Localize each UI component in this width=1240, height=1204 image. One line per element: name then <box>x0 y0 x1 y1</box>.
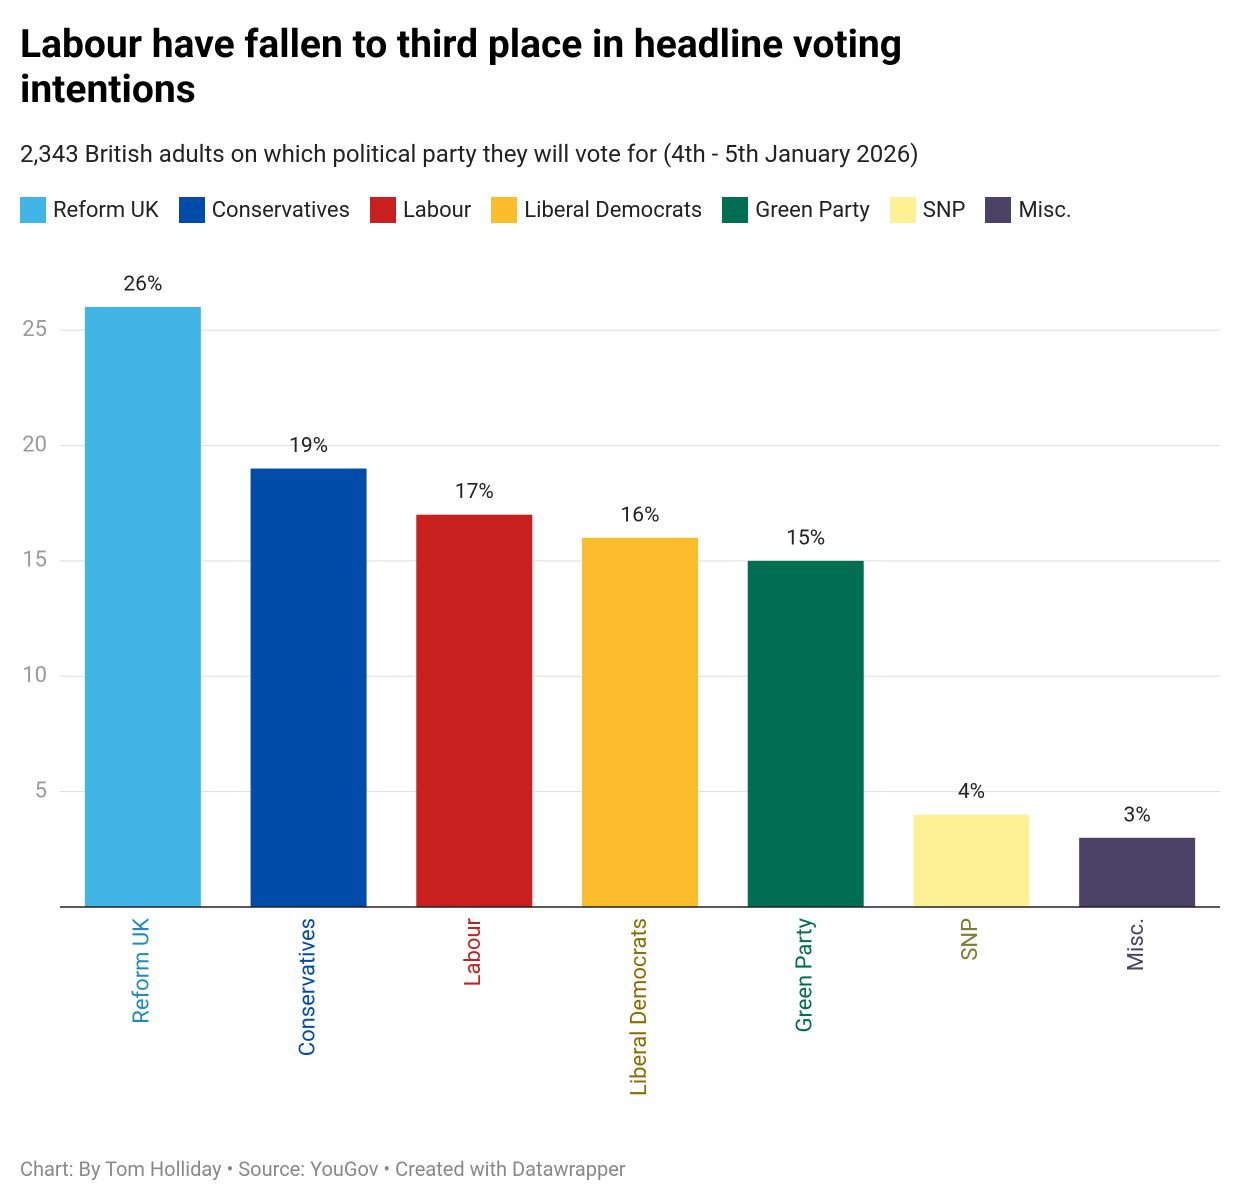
legend-label: Conservatives <box>211 197 350 223</box>
legend-swatch <box>491 197 518 223</box>
bar <box>913 814 1030 907</box>
bar <box>747 560 864 907</box>
value-label: 16% <box>621 503 660 527</box>
legend-label: Reform UK <box>53 197 159 223</box>
legend-item: Labour <box>369 197 472 223</box>
legend-item: Green Party <box>722 197 870 223</box>
legend-label: Labour <box>402 197 472 223</box>
bar <box>416 514 533 907</box>
x-tick-label: Green Party <box>793 917 818 1032</box>
legend-item: Liberal Democrats <box>491 197 702 223</box>
legend-label: Misc. <box>1018 197 1072 223</box>
y-tick-label: 25 <box>22 317 47 342</box>
legend-item: SNP <box>889 197 966 223</box>
bar <box>1079 837 1196 907</box>
bar <box>582 537 698 907</box>
legend-label: Liberal Democrats <box>524 197 703 223</box>
legend: Reform UK Conservatives Labour Liberal Demo… <box>20 197 1072 223</box>
legend-label: Green Party <box>755 197 870 223</box>
legend-swatch <box>889 197 916 223</box>
y-tick-label: 15 <box>22 548 47 573</box>
x-tick-label: Reform UK <box>130 918 155 1024</box>
footer: Chart: By Tom Holliday • Source: YouGov … <box>20 1157 626 1181</box>
legend-label: SNP <box>922 197 966 223</box>
value-label: 26% <box>123 273 162 297</box>
x-tick-label: SNP <box>958 918 983 961</box>
x-tick-label: Labour <box>461 917 486 986</box>
value-label: 4% <box>958 780 985 804</box>
legend-item: Conservatives <box>178 197 350 223</box>
legend-swatch <box>20 197 46 223</box>
value-label: 17% <box>455 480 494 504</box>
bar <box>84 307 201 907</box>
chart-subtitle: 2,343 British adults on which political … <box>20 140 919 168</box>
y-tick-label: 5 <box>35 778 47 803</box>
x-tick-label: Liberal Democrats <box>627 918 652 1096</box>
legend-swatch <box>369 197 396 223</box>
x-tick-label: Conservatives <box>295 918 320 1056</box>
value-label: 19% <box>289 434 328 458</box>
value-label: 15% <box>786 526 825 550</box>
y-tick-label: 10 <box>22 663 47 688</box>
legend-item: Reform UK <box>20 197 159 223</box>
legend-swatch <box>722 197 749 223</box>
value-label: 3% <box>1124 803 1151 827</box>
legend-swatch <box>985 197 1012 223</box>
y-tick-label: 20 <box>22 432 47 457</box>
legend-swatch <box>178 197 205 223</box>
chart-title: Labour have fallen to third place in hea… <box>20 21 903 112</box>
legend-item: Misc. <box>985 197 1072 223</box>
bar <box>250 468 367 907</box>
chart: 5 10 15 20 25 26% Reform UK 19% Conservatives 17%… <box>22 273 1220 1096</box>
x-tick-label: Misc. <box>1124 918 1149 971</box>
